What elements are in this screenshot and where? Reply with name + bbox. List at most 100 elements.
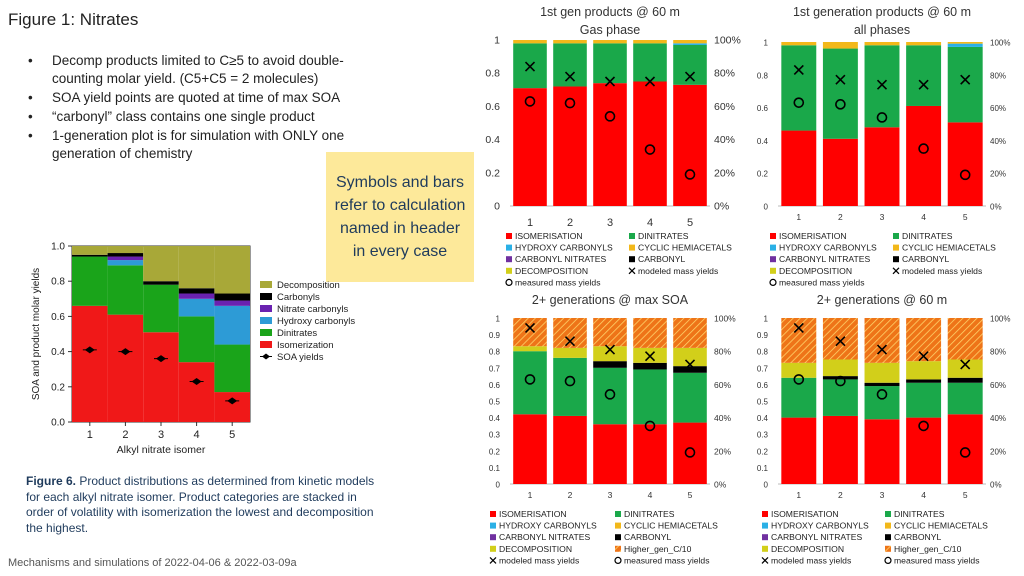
legend-swatch (615, 534, 621, 541)
measured-mass-yield-marker (644, 144, 656, 155)
bar-decomposition (906, 361, 942, 380)
modeled-mass-yield-marker (793, 322, 804, 334)
legend-swatch (506, 267, 512, 274)
marker-stroke (876, 79, 888, 90)
bar-dinitrates (593, 43, 627, 84)
legend-swatch (615, 522, 621, 529)
chart-title: all phases (854, 23, 910, 37)
legend-label: Hydroxy carbonyls (277, 316, 355, 327)
bar-higher-gen-c-10 (781, 318, 817, 363)
y-tick-label: 0.3 (757, 431, 769, 440)
measured-mass-yield-marker (524, 96, 536, 107)
legend-swatch (770, 244, 776, 251)
legend-swatch (506, 244, 512, 251)
marker-stroke (793, 64, 804, 75)
legend-item-isomerisation: ISOMERISATION (506, 231, 583, 241)
list-item: “carbonyl” class contains one single pro… (28, 108, 348, 126)
legend-swatch (629, 256, 635, 263)
legend-item-cyclic-hemiacetals: CYCLIC HEMIACETALS (885, 521, 988, 531)
modeled-mass-yield-marker (604, 76, 616, 87)
legend-label: DECOMPOSITION (515, 266, 588, 276)
y-tick-label: 0.8 (485, 68, 500, 80)
bar-dinitrates (214, 344, 250, 393)
bar-decomposition (593, 346, 627, 362)
bar-isomerisation (781, 417, 817, 484)
y2-tick-label: 60% (990, 381, 1006, 390)
legend-label: HYDROXY CARBONYLS (499, 521, 597, 531)
y-tick-label: 1 (764, 315, 769, 324)
legend-swatch (762, 545, 768, 552)
legend-label: measured mass yields (515, 277, 601, 287)
bar-carbonyls (72, 254, 108, 257)
bar-dinitrates (864, 45, 900, 128)
y-axis-label: SOA and product molar yields (31, 268, 42, 400)
modeled-mass-yield-marker (564, 336, 576, 347)
legend-o-mark (614, 556, 622, 564)
legend-label: Higher_gen_C/10 (894, 544, 962, 554)
bar-isomerisation (513, 414, 547, 484)
modeled-mass-yield-marker (960, 359, 971, 370)
y-tick-label: 0.2 (489, 447, 501, 456)
bar-isomerisation (553, 86, 587, 206)
modeled-mass-yield-marker (644, 351, 656, 362)
x-tick-label: 4 (194, 429, 200, 441)
legend-diamond (262, 353, 270, 360)
legend-item-carbonyl-nitrates: CARBONYL NITRATES (770, 254, 870, 264)
bar-hydroxy-carbonyls (947, 43, 983, 47)
chart-title: 1st gen products @ 60 m (540, 5, 680, 19)
x-tick-label: 1 (796, 490, 801, 500)
legend-item-modeled-mass-yields: modeled mass yields (892, 266, 982, 276)
y-tick-label: 0.8 (757, 348, 769, 357)
legend-label: CARBONYL NITRATES (771, 532, 862, 542)
y-tick-label: 0.4 (51, 347, 65, 358)
legend-item-measured-mass-yields: measured mass yields (614, 555, 710, 565)
y2-tick-label: 100% (714, 314, 736, 324)
bar-cyclic-hemiacetals (822, 42, 858, 49)
legend-item-carbonyl: CARBONYL (893, 254, 949, 264)
x-tick-label: 2 (122, 429, 128, 441)
modeled-mass-yield-marker (793, 64, 804, 75)
x-tick-label: 4 (648, 490, 653, 500)
soa-yield-marker (156, 355, 166, 363)
x-tick-label: 5 (963, 490, 968, 500)
bar-dinitrates (553, 43, 587, 87)
bar-isomerisation (864, 127, 900, 206)
x-tick-label: 3 (880, 490, 885, 500)
measured-mass-yield-marker (644, 420, 656, 432)
marker-stroke (960, 74, 971, 85)
legend-swatch (490, 534, 496, 541)
bar-cyclic-hemiacetals (673, 40, 707, 44)
bar-isomerisation (947, 414, 983, 484)
caption-lead: Figure 6. (26, 474, 77, 488)
y-tick-label: 0 (764, 481, 769, 490)
y-tick-label: 0.2 (51, 382, 65, 393)
chart-title: 2+ generations @ max SOA (532, 293, 689, 307)
legend-o-mark (505, 278, 513, 286)
bar-isomerisation (822, 415, 858, 484)
modeled-mass-yield-marker (918, 351, 929, 362)
bar-isomerisation (633, 424, 667, 484)
measured-mass-yield-marker (918, 420, 929, 432)
chart-title: Gas phase (580, 23, 641, 37)
bar-carbonyl (864, 382, 900, 387)
measured-mass-yield-marker (524, 374, 536, 385)
modeled-mass-yield-marker (604, 344, 616, 355)
soa-yield-marker (191, 378, 202, 386)
y-tick-label: 0.9 (489, 331, 501, 340)
modeled-mass-yield-marker (644, 76, 656, 87)
bar-decomposition (553, 347, 587, 358)
modeled-mass-yield-marker (684, 71, 696, 82)
legend-label: Nitrate carbonyls (277, 304, 349, 315)
bar-dinitrates (72, 256, 108, 306)
y2-tick-label: 40% (714, 134, 735, 146)
x-tick-label: 5 (229, 429, 235, 441)
x-tick-label: 2 (838, 212, 843, 222)
bar-carbonyl (673, 366, 707, 373)
bar-carbonyls (178, 288, 215, 294)
bar-dinitrates (553, 357, 587, 416)
notes-list: Decomp products limited to C≥5 to avoid … (28, 52, 348, 164)
bar-decomposition (143, 246, 179, 282)
bar-isomerisation (906, 417, 942, 484)
bar-decomposition (864, 362, 900, 383)
measured-mass-yield-marker (684, 169, 696, 180)
